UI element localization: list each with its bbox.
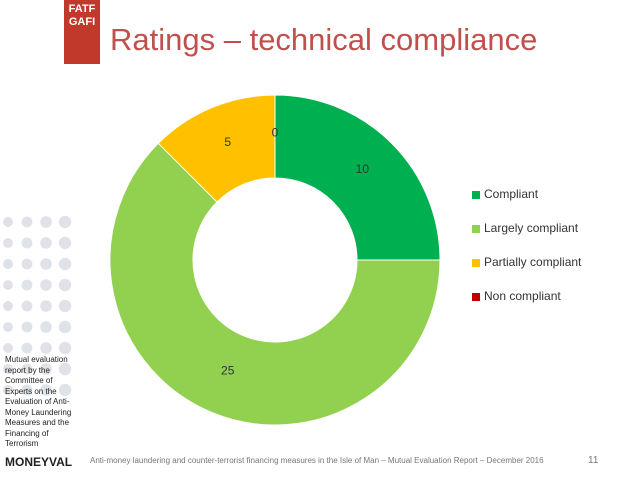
dot bbox=[58, 278, 72, 292]
donut-slice bbox=[109, 142, 441, 426]
dot bbox=[21, 321, 33, 333]
dot bbox=[3, 385, 13, 395]
dot bbox=[21, 279, 33, 291]
dot bbox=[40, 342, 52, 354]
dot bbox=[21, 384, 33, 396]
dot bbox=[3, 322, 13, 332]
legend-label: Compliant bbox=[484, 187, 539, 201]
dot bbox=[40, 321, 52, 333]
dot bbox=[40, 279, 52, 291]
data-label: 25 bbox=[221, 363, 235, 377]
legend-label: Non compliant bbox=[484, 289, 561, 303]
dot bbox=[3, 364, 13, 374]
donut-slice bbox=[274, 94, 441, 261]
dot bbox=[21, 363, 33, 375]
dot bbox=[3, 259, 13, 269]
dot bbox=[58, 383, 72, 397]
data-label: 5 bbox=[224, 135, 231, 149]
logo: FATF GAFI bbox=[64, 0, 100, 64]
page-number: 11 bbox=[588, 455, 599, 466]
org-name: MONEYVAL bbox=[5, 455, 73, 469]
legend-swatch bbox=[472, 225, 480, 233]
dot bbox=[40, 258, 52, 270]
footer: Anti-money laundering and counter-terror… bbox=[90, 456, 544, 465]
legend-swatch bbox=[472, 191, 480, 199]
logo-text: FATF GAFI bbox=[68, 3, 96, 28]
dot bbox=[40, 300, 52, 312]
dot bbox=[21, 342, 33, 354]
dot bbox=[3, 238, 13, 248]
legend-label: Partially compliant bbox=[484, 255, 582, 269]
dot bbox=[40, 216, 52, 228]
side-note: Mutual evaluation report by the Committe… bbox=[5, 355, 72, 448]
dot bbox=[58, 341, 72, 355]
data-label: 10 bbox=[356, 162, 370, 176]
dot bbox=[21, 258, 33, 270]
dot bbox=[3, 217, 13, 227]
dot bbox=[21, 237, 33, 249]
dot bbox=[21, 300, 33, 312]
legend-label: Largely compliant bbox=[484, 221, 579, 235]
dot bbox=[40, 237, 52, 249]
data-label: 0 bbox=[272, 126, 279, 140]
legend-swatch bbox=[472, 293, 480, 301]
background-dots bbox=[3, 215, 72, 397]
chart-title: Ratings – technical compliance bbox=[110, 22, 537, 57]
dot bbox=[58, 257, 72, 271]
dot bbox=[21, 216, 33, 228]
dot bbox=[3, 343, 13, 353]
dot bbox=[58, 236, 72, 250]
dot bbox=[58, 215, 72, 229]
dot bbox=[40, 384, 52, 396]
legend-swatch bbox=[472, 259, 480, 267]
dot bbox=[3, 280, 13, 290]
dot bbox=[58, 299, 72, 313]
dot bbox=[58, 320, 72, 334]
dot bbox=[3, 301, 13, 311]
dot bbox=[40, 363, 52, 375]
dot bbox=[58, 362, 72, 376]
